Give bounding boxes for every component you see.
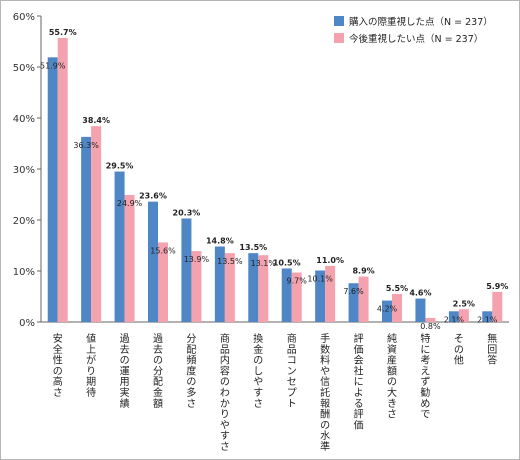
category-label: 分配頻度の多さ — [186, 333, 196, 410]
y-tick-label: 20% — [13, 216, 35, 227]
legend-label: 購入の際重視した点（N = 237） — [349, 16, 493, 28]
y-tick-label: 30% — [13, 165, 35, 176]
data-label-series-1: 2.1% — [477, 315, 498, 324]
category-label: 商品コンセプト — [287, 332, 297, 410]
bar-series-1 — [181, 218, 192, 322]
data-label-series-1: 4.6% — [409, 289, 431, 298]
data-label-series-2: 5.5% — [386, 284, 408, 293]
category-label: 手数料や信託報酬の水準 — [320, 332, 330, 453]
bar-series-1 — [114, 171, 125, 322]
category-label: 評価会社による評価 — [354, 332, 364, 431]
bar-series-2 — [124, 195, 135, 322]
data-label-series-1: 7.6% — [343, 287, 364, 296]
bar-series-1 — [47, 57, 58, 323]
category-label: その他 — [454, 333, 464, 367]
bar-series-2 — [57, 37, 68, 323]
bar-series-2 — [392, 293, 402, 322]
data-label-series-2: 2.5% — [453, 299, 475, 308]
category-label: 過去の分配金額 — [153, 333, 163, 410]
data-label-series-2: 9.7% — [287, 277, 308, 286]
bar-series-2 — [358, 276, 369, 322]
data-label-series-2: 5.9% — [486, 282, 508, 291]
bar-series-2 — [425, 317, 436, 322]
bar-series-1 — [281, 268, 292, 322]
bar-series-1 — [315, 270, 326, 322]
data-label-series-1: 14.8% — [206, 237, 234, 246]
bar-series-1 — [214, 246, 225, 322]
bar-series-1 — [482, 311, 493, 322]
data-label-series-2: 38.4% — [82, 116, 110, 125]
data-label-series-2: 15.6% — [150, 246, 176, 255]
data-label-series-1: 2.1% — [444, 315, 465, 324]
bar-series-2 — [158, 242, 168, 322]
data-label-series-1: 29.5% — [106, 162, 134, 171]
data-label-series-1: 10.5% — [273, 258, 301, 267]
bar-series-1 — [81, 136, 92, 322]
data-label-series-1: 36.3% — [73, 141, 99, 150]
bar-series-2 — [91, 126, 102, 322]
bar-series-1 — [415, 298, 426, 322]
data-label-series-1: 51.9% — [40, 61, 66, 70]
data-label-series-2: 24.9% — [117, 199, 143, 208]
legend-swatch — [334, 16, 344, 26]
y-tick-label: 0% — [19, 318, 35, 329]
bar-series-2 — [291, 272, 302, 322]
category-label: 商品内容のわかりやすさ — [220, 332, 230, 453]
data-label-series-1: 13.5% — [239, 243, 267, 252]
y-tick-label: 60% — [13, 12, 35, 23]
data-label-series-2: 13.5% — [217, 257, 243, 266]
data-labels: 55.7% 51.9% 38.4% 36.3% 29.5% 24.9%23.6% 15.6%… — [40, 28, 508, 331]
category-label: 値上がり期待 — [86, 332, 96, 399]
category-label: 特に考えず勧めで — [420, 333, 430, 421]
data-label-series-1: 10.1% — [307, 274, 333, 283]
category-label: 安全性の高さ — [53, 332, 63, 399]
bar-series-1 — [382, 300, 392, 322]
data-label-series-1: 23.6% — [139, 192, 167, 201]
data-label-series-2: 13.1% — [251, 259, 277, 268]
bar-series-2 — [458, 309, 469, 322]
bar-series-2 — [224, 253, 235, 322]
data-label-series-2: 8.9% — [352, 267, 374, 276]
bar-series-1 — [348, 283, 359, 322]
y-tick-label: 40% — [13, 114, 35, 125]
legend: 購入の際重視した点（N = 237） 今後重視したい点（N = 237） — [334, 16, 493, 45]
category-label: 過去の運用実績 — [120, 333, 130, 410]
category-labels: 安全性の高さ 値上がり期待 過去の運用実績 過去の分配金額 分配頻度の多さ 商品内容のわか… — [53, 332, 498, 453]
y-tick-label: 50% — [13, 63, 35, 74]
y-tick-label: 10% — [13, 267, 35, 278]
data-label-series-2: 0.8% — [420, 322, 441, 331]
data-label-series-2: 11.0% — [316, 256, 344, 265]
bar-series-1 — [148, 201, 158, 322]
bar-series-1 — [248, 253, 259, 322]
category-label: 純資産額の大きさ — [387, 332, 397, 421]
data-label-series-1: 20.3% — [173, 208, 201, 217]
bars — [47, 37, 503, 323]
bar-series-1 — [448, 311, 459, 322]
data-label-series-2: 55.7% — [49, 28, 77, 37]
bar-series-2 — [191, 251, 202, 322]
category-label: 換金のしやすさ — [253, 333, 263, 410]
legend-swatch — [334, 33, 344, 43]
data-label-series-1: 4.2% — [377, 305, 398, 314]
bar-series-2 — [325, 265, 336, 322]
legend-label: 今後重視したい点（N = 237） — [349, 33, 483, 45]
category-label: 無回答 — [487, 332, 497, 367]
data-label-series-2: 13.9% — [184, 255, 210, 264]
bar-series-2 — [258, 255, 269, 322]
bar-series-2 — [492, 291, 503, 322]
